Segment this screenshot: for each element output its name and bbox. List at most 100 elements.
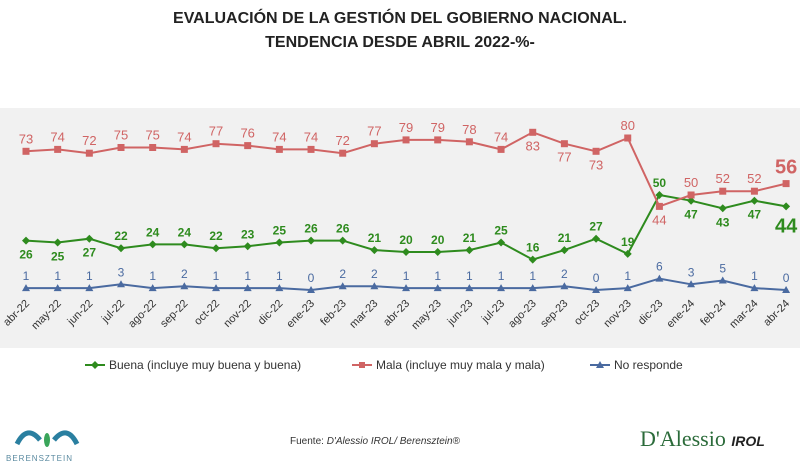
data-label: 77 [367,124,381,139]
data-label: 1 [403,269,410,283]
data-label: 1 [23,269,30,283]
data-point [85,149,93,157]
data-point [623,249,632,258]
legend-item-no-responde: No responde [590,358,683,372]
data-label: 2 [181,267,188,281]
data-point [148,240,157,249]
x-tick-label: ago-23 [506,298,539,331]
data-label: 47 [748,208,762,222]
legend-label: No responde [614,358,683,372]
x-tick-label: abr-24 [761,298,792,329]
data-label: 27 [83,246,97,260]
data-label: 1 [529,269,536,283]
data-point [719,187,727,195]
data-point [528,255,537,264]
data-label: 1 [498,269,505,283]
data-label: 73 [589,157,603,172]
data-point [307,236,316,245]
data-point [465,284,474,292]
data-label: 72 [335,133,349,148]
x-tick-label: sep-23 [538,298,570,330]
data-point [624,134,632,142]
data-point [338,282,347,290]
data-label: 25 [494,224,508,238]
data-point [560,282,569,290]
data-point [433,284,442,292]
data-label: 2 [561,267,568,281]
data-point [85,284,94,292]
data-label: 2 [339,267,346,281]
data-point [307,145,315,153]
data-point [54,145,62,153]
data-point [782,180,790,188]
data-point [560,246,569,255]
x-tick-label: feb-24 [698,298,729,329]
data-label: 56 [775,157,797,179]
data-point [212,140,220,148]
data-point [529,128,537,136]
data-point [592,147,600,155]
data-point [180,282,189,290]
data-point [402,284,411,292]
data-label: 3 [118,265,125,279]
data-label: 1 [149,269,156,283]
data-label: 21 [463,231,477,245]
data-label: 27 [589,220,603,234]
data-label: 74 [304,129,318,144]
data-label: 1 [624,269,631,283]
data-point [212,244,221,253]
data-label: 22 [114,229,128,243]
data-label: 52 [716,171,730,186]
data-label: 77 [557,150,571,165]
data-point [117,144,125,151]
data-label: 1 [276,269,283,283]
data-label: 21 [368,231,382,245]
data-point [655,202,663,210]
x-tick-label: dic-23 [636,298,666,328]
data-label: 78 [462,122,476,137]
data-label: 75 [145,128,159,143]
data-label: 50 [653,176,667,190]
data-label: 22 [209,229,223,243]
data-label: 50 [684,175,698,190]
data-label: 79 [399,120,413,135]
data-label: 1 [751,269,758,283]
data-point [592,234,601,243]
data-label: 25 [51,250,65,264]
data-point [244,142,252,150]
data-label: 1 [466,269,473,283]
x-tick-label: jul-22 [99,298,127,326]
data-point [212,284,221,292]
data-point [275,284,284,292]
x-tick-label: may-22 [29,298,63,332]
data-point [687,191,695,199]
data-point [85,234,94,243]
data-point [339,149,347,157]
data-point [782,286,791,293]
data-label: 74 [494,129,508,144]
data-point [22,147,30,155]
data-label: 0 [593,271,600,285]
berensztein-logo-text: BERENSZTEIN [6,454,74,463]
data-label: 3 [688,265,695,279]
x-tick-label: jun-22 [65,298,96,329]
data-point [402,136,410,144]
data-label: 74 [50,129,64,144]
data-point [275,145,283,153]
data-label: 26 [19,248,33,262]
x-tick-label: feb-23 [318,298,349,329]
data-point [497,145,505,153]
data-label: 75 [114,128,128,143]
data-label: 20 [399,233,413,247]
data-point [434,136,442,144]
data-point [149,144,157,151]
data-point [148,284,157,292]
data-label: 21 [558,231,572,245]
data-point [370,140,378,148]
x-tick-label: oct-23 [572,298,602,328]
data-point [275,238,284,247]
legend-label: Buena (incluye muy buena y buena) [109,358,302,372]
x-tick-label: mar-24 [727,298,760,331]
data-label: 44 [775,215,798,237]
